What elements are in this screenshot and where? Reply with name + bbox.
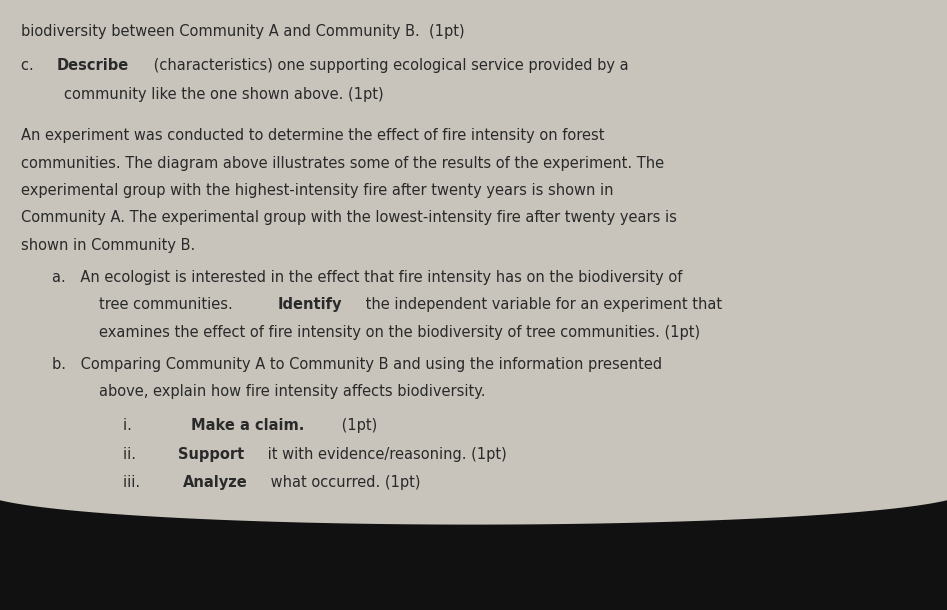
Polygon shape: [0, 491, 947, 610]
Text: it with evidence/reasoning. (1pt): it with evidence/reasoning. (1pt): [263, 447, 507, 462]
Text: Describe: Describe: [56, 58, 129, 73]
Text: (1pt): (1pt): [337, 418, 378, 433]
Text: what occurred. (1pt): what occurred. (1pt): [266, 475, 421, 490]
Text: Community A. The experimental group with the lowest-intensity fire after twenty : Community A. The experimental group with…: [21, 210, 677, 226]
Text: c.: c.: [21, 58, 48, 73]
Text: Identify: Identify: [278, 297, 343, 312]
Text: shown in Community B.: shown in Community B.: [21, 238, 195, 253]
Text: community like the one shown above. (1pt): community like the one shown above. (1pt…: [64, 87, 384, 102]
Text: experimental group with the highest-intensity fire after twenty years is shown i: experimental group with the highest-inte…: [21, 183, 614, 198]
Text: examines the effect of fire intensity on the biodiversity of tree communities. (: examines the effect of fire intensity on…: [99, 325, 701, 340]
Text: tree communities.: tree communities.: [99, 297, 238, 312]
Text: iii.: iii.: [123, 475, 170, 490]
Text: the independent variable for an experiment that: the independent variable for an experime…: [361, 297, 723, 312]
Text: An experiment was conducted to determine the effect of fire intensity on forest: An experiment was conducted to determine…: [21, 128, 604, 143]
Text: (characteristics) one supporting ecological service provided by a: (characteristics) one supporting ecologi…: [150, 58, 629, 73]
Text: Support: Support: [178, 447, 244, 462]
Text: a. An ecologist is interested in the effect that fire intensity has on the biodi: a. An ecologist is interested in the eff…: [52, 270, 683, 285]
Text: communities. The diagram above illustrates some of the results of the experiment: communities. The diagram above illustrat…: [21, 156, 664, 171]
Text: biodiversity between Community A and Community B.  (1pt): biodiversity between Community A and Com…: [21, 24, 464, 40]
Text: b. Comparing Community A to Community B and using the information presented: b. Comparing Community A to Community B …: [52, 357, 662, 372]
Text: ii.: ii.: [123, 447, 166, 462]
Text: above, explain how fire intensity affects biodiversity.: above, explain how fire intensity affect…: [99, 384, 486, 400]
Text: i.: i.: [123, 418, 176, 433]
Text: Analyze: Analyze: [183, 475, 248, 490]
Text: Make a claim.: Make a claim.: [191, 418, 305, 433]
